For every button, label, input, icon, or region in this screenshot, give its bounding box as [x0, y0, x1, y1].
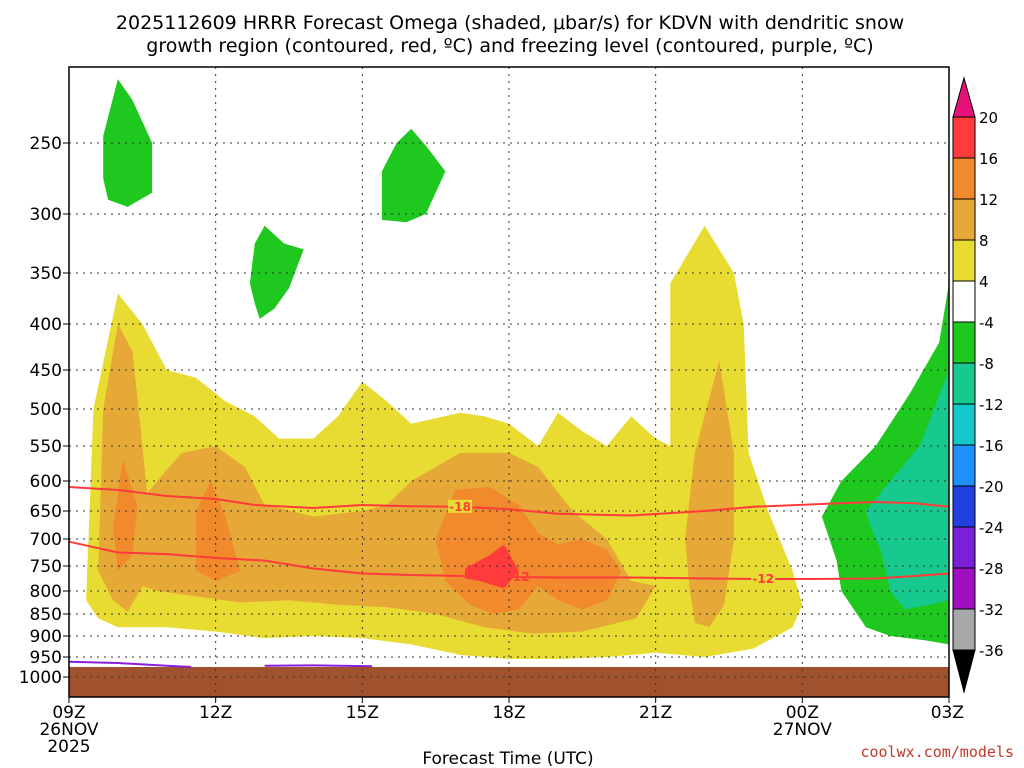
- watermark: coolwx.com/models: [860, 743, 1014, 761]
- omega-region-8: [249, 225, 304, 319]
- x-tick-label-15Z: 15Z: [346, 703, 379, 723]
- omega-region-7: [103, 79, 153, 207]
- colorbar-top-arrow: [952, 76, 976, 118]
- colorbar-label-7: -12: [979, 396, 1004, 414]
- dgz-label-bg-1: [751, 572, 776, 585]
- x-tick-label-12Z: 12Z: [199, 703, 232, 723]
- freezing-level-contour-1: [264, 664, 373, 668]
- omega-region-3: [113, 460, 138, 571]
- x-tick-sub1-00Z: 27NOV: [773, 720, 832, 740]
- chart-title: 2025112609 HRRR Forecast Omega (shaded, …: [116, 12, 904, 57]
- omega-region-9: [381, 128, 446, 223]
- colorbar-label-3: 8: [979, 232, 989, 250]
- omega-region-5: [435, 487, 622, 614]
- y-tick-label-850: 850: [30, 605, 62, 625]
- colorbar-band-7: [952, 403, 976, 446]
- colorbar-band-4: [952, 280, 976, 323]
- colorbar-band-6: [952, 362, 976, 405]
- colorbar-band-8: [952, 444, 976, 487]
- colorbar-band-11: [952, 567, 976, 610]
- omega-region-4: [196, 481, 241, 581]
- contour-lines: -18 -12 -12: [68, 486, 950, 668]
- dgz-label-2: -12: [508, 570, 530, 584]
- dgz-contour-0: [68, 486, 950, 517]
- colorbar-label-2: 12: [979, 191, 998, 209]
- title-line-1: 2025112609 HRRR Forecast Omega (shaded, …: [116, 12, 904, 34]
- colorbar-band-10: [952, 526, 976, 569]
- colorbar-band-9: [952, 485, 976, 528]
- x-tick-label-09Z: 09Z: [52, 703, 85, 723]
- y-axis-pressure-labels: 2503003504004505005506006507007508008509…: [19, 134, 69, 688]
- y-tick-label-700: 700: [30, 530, 62, 550]
- dgz-label-1: -12: [752, 572, 774, 586]
- y-tick-label-450: 450: [30, 361, 62, 381]
- x-tick-label-03Z: 03Z: [931, 703, 964, 723]
- colorbar-band-2: [952, 198, 976, 241]
- y-tick-label-500: 500: [30, 400, 62, 420]
- y-tick-label-550: 550: [30, 437, 62, 457]
- ground-surface: [69, 667, 949, 697]
- y-tick-label-900: 900: [30, 627, 62, 647]
- colorbar-label-4: 4: [979, 273, 989, 291]
- ground-fill: [69, 667, 949, 697]
- y-tick-label-650: 650: [30, 502, 62, 522]
- colorbar-band-5: [952, 321, 976, 364]
- colorbar-label-12: -32: [979, 601, 1004, 619]
- x-tick-label-00Z: 00Z: [786, 703, 819, 723]
- omega-region-2: [685, 360, 734, 628]
- colorbar-label-6: -8: [979, 355, 994, 373]
- dgz-label-bg-0: [448, 499, 473, 513]
- x-tick-label-21Z: 21Z: [639, 703, 672, 723]
- omega-region-11: [865, 370, 949, 610]
- y-tick-label-800: 800: [30, 582, 62, 602]
- colorbar-label-0: 20: [979, 109, 998, 127]
- colorbar-bottom-arrow: [952, 649, 976, 694]
- colorbar-label-8: -16: [979, 437, 1004, 455]
- colorbar-label-1: 16: [979, 150, 998, 168]
- colorbar-band-1: [952, 157, 976, 200]
- colorbar-label-10: -24: [979, 519, 1004, 537]
- dgz-contour-1: [68, 540, 950, 580]
- y-tick-label-350: 350: [30, 264, 62, 284]
- y-tick-label-750: 750: [30, 557, 62, 577]
- colorbar-band-3: [952, 239, 976, 282]
- omega-shaded-regions: [86, 79, 949, 660]
- colorbar-band-0: [952, 116, 976, 159]
- y-tick-label-1000: 1000: [19, 668, 62, 688]
- colorbar-label-11: -28: [979, 560, 1004, 578]
- y-tick-label-250: 250: [30, 134, 62, 154]
- x-tick-sub1-09Z: 26NOV: [39, 720, 98, 740]
- title-line-2: growth region (contoured, red, ºC) and f…: [146, 35, 873, 57]
- dgz-label-0: -18: [449, 500, 471, 514]
- colorbar-legend: 20 16 12 8 4 -4 -8 -12 -16 -20 -24 -28 -32 -36: [952, 76, 1004, 694]
- y-tick-label-600: 600: [30, 472, 62, 492]
- y-tick-label-300: 300: [30, 205, 62, 225]
- colorbar-label-13: -36: [979, 642, 1004, 660]
- x-tick-sub2-09Z: 2025: [47, 737, 90, 757]
- colorbar-label-9: -20: [979, 478, 1004, 496]
- y-tick-label-400: 400: [30, 315, 62, 335]
- x-tick-label-18Z: 18Z: [492, 703, 525, 723]
- freezing-level-contour-0: [68, 660, 192, 668]
- x-axis-label: Forecast Time (UTC): [422, 749, 593, 768]
- colorbar-band-12: [952, 608, 976, 651]
- colorbar-label-5: -4: [979, 314, 994, 332]
- y-tick-label-950: 950: [30, 648, 62, 668]
